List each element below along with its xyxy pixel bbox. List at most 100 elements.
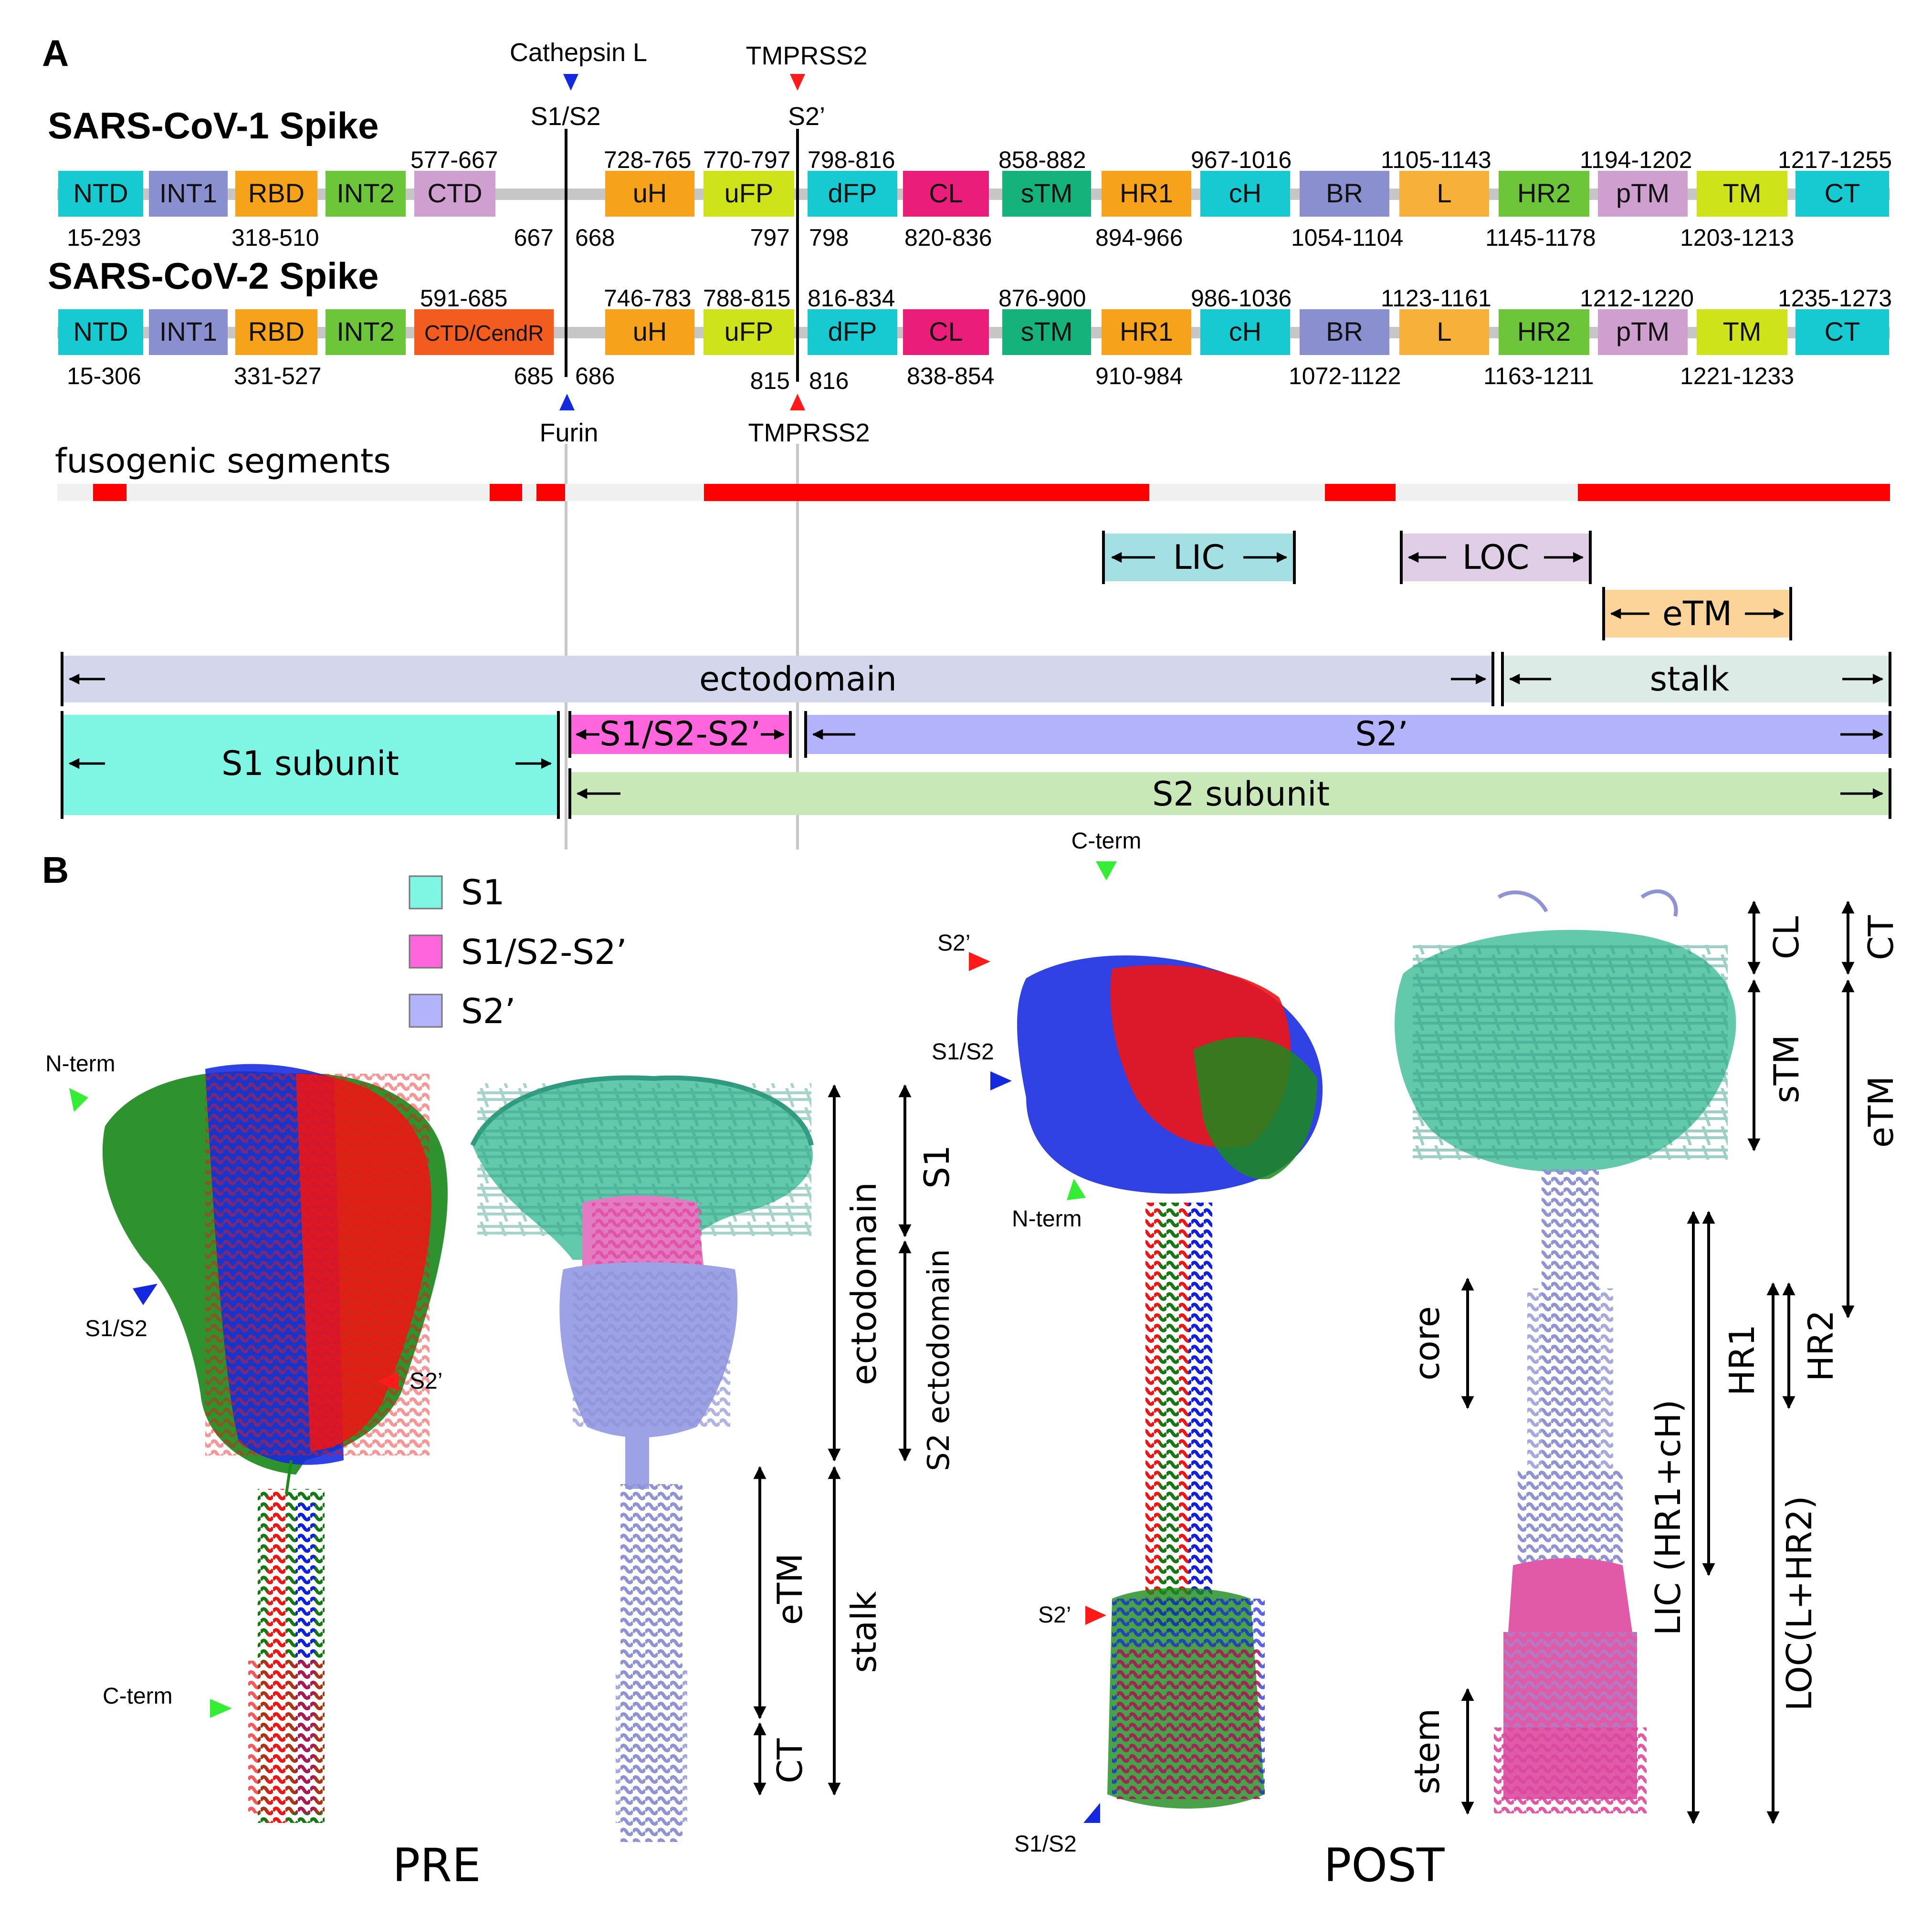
sars1-range-tm: 1203-1213 <box>1680 224 1794 251</box>
legend-s1-label: S1 <box>461 872 505 912</box>
legend-s2prime-label: S2’ <box>461 991 515 1031</box>
sars2-domain-label: INT2 <box>336 316 394 346</box>
sars1-domain-label: pTM <box>1616 178 1670 208</box>
sars1-range-hr2: 1145-1178 <box>1485 224 1596 251</box>
sars1-domain-ct <box>1796 171 1889 217</box>
ectodomain-label: ectodomain <box>699 659 897 699</box>
sars1-range-br: 1054-1104 <box>1291 224 1403 251</box>
s1s2-s2prime-span <box>570 715 790 754</box>
sars2-domain-label: cH <box>1229 316 1261 346</box>
s1s2-s2prime-label: S1/S2-S2’ <box>599 714 761 754</box>
loc-label: LOC <box>1462 538 1529 577</box>
lic-label: LIC <box>1173 538 1225 577</box>
post-nterm-label: N-term <box>1012 1206 1082 1232</box>
tmprss2-top-label: TMPRSS2 <box>746 42 867 70</box>
sars2-domain-label: dFP <box>828 316 877 346</box>
post-s1s2-top-label: S1/S2 <box>932 1039 994 1065</box>
sars2-domain-label: CTD/CendR <box>424 321 544 345</box>
sars2-domain-label: pTM <box>1616 316 1670 346</box>
s2-subunit-label: S2 subunit <box>1152 775 1330 814</box>
fusogenic-segment <box>1578 484 1890 501</box>
furin-arrowhead-icon <box>559 394 575 410</box>
panel-label-a: A <box>42 32 69 74</box>
sars2-domain-dfp <box>808 309 897 355</box>
sars1-domain-label: INT2 <box>336 178 394 208</box>
fusogenic-label: fusogenic segments <box>55 441 391 481</box>
fusogenic-segment <box>490 484 522 501</box>
sars1-range-ptm: 1194-1202 <box>1580 147 1692 173</box>
sars2-domain-br <box>1300 309 1389 355</box>
s2prime-site-label: S2’ <box>788 102 825 131</box>
post-caption: POST <box>1323 1839 1444 1892</box>
pre-stalk-label: stalk <box>844 1591 884 1673</box>
sars1-domain-l <box>1399 171 1489 217</box>
legend-s1s2-label: S1/S2-S2’ <box>461 932 627 972</box>
sars2-domain-ct <box>1796 309 1889 355</box>
sars2-domain-ch <box>1200 309 1290 355</box>
post-etm-label: eTM <box>1861 1076 1901 1148</box>
sars2-domain-label: TM <box>1723 316 1762 346</box>
sars2-domain-label: CT <box>1825 316 1860 346</box>
sars1-cut-left: 667 <box>514 224 554 251</box>
s2-subunit-span <box>570 772 1890 815</box>
sars2-domain-label: BR <box>1326 316 1363 346</box>
pre-caption: PRE <box>392 1839 481 1892</box>
sars1-domain-label: HR2 <box>1517 178 1571 208</box>
sars2-domain-ntd <box>58 309 143 355</box>
sars2-title: SARS-CoV-2 Spike <box>48 255 379 297</box>
post-stm-label: sTM <box>1766 1035 1806 1103</box>
sars1-domain-tm <box>1697 171 1787 217</box>
cathepsin-label: Cathepsin L <box>510 38 647 67</box>
sars1-cut-right: 668 <box>575 224 615 251</box>
sars2-domain-ptm <box>1598 309 1688 355</box>
sars1-range-ctd: 577-667 <box>410 147 498 173</box>
sars2-cut-right: 686 <box>575 363 615 389</box>
fusogenic-segment <box>1325 484 1396 501</box>
sars2-domain-ufp <box>704 309 794 355</box>
pre-structure-subunits <box>470 1075 814 1842</box>
sars1-cut2-right: 798 <box>809 224 849 251</box>
post-s2prime-top-label: S2’ <box>937 931 970 956</box>
s1-subunit-label: S1 subunit <box>221 744 399 783</box>
sars2-range-uh: 746-783 <box>604 285 692 312</box>
sars2-range-dfp: 816-834 <box>808 285 895 312</box>
post-lic-label: LIC (HR1+cH) <box>1648 1400 1688 1636</box>
sars2-domain-int1 <box>149 309 228 355</box>
post-core-label: core <box>1407 1306 1447 1381</box>
sars2-domain-stm <box>1002 309 1091 355</box>
ectodomain-span <box>62 656 1493 702</box>
sars1-domain-label: sTM <box>1021 178 1073 208</box>
post-s2prime-top-arrowhead-icon <box>969 952 990 971</box>
sars2-domain-label: L <box>1437 316 1451 346</box>
post-cterm-arrowhead-icon <box>1096 861 1117 880</box>
sars1-range-dfp: 798-816 <box>808 147 895 173</box>
fusogenic-segment <box>93 484 126 501</box>
sars1-domain-dfp <box>808 171 897 217</box>
sars1-domain-int2 <box>326 171 406 217</box>
sars2-range-tm: 1221-1233 <box>1680 363 1794 389</box>
sars1-range-ct: 1217-1255 <box>1778 147 1892 173</box>
post-stem-label: stem <box>1407 1708 1447 1794</box>
sars2-range-stm: 876-900 <box>998 285 1086 312</box>
sars1-domain-label: cH <box>1229 178 1261 208</box>
pre-ectodomain-label: ectodomain <box>844 1182 884 1385</box>
sars1-range-rbd: 318-510 <box>231 224 319 251</box>
sars2-domain-tm <box>1697 309 1787 355</box>
pre-ct-label: CT <box>770 1738 810 1783</box>
sars1-range-l: 1105-1143 <box>1381 147 1491 173</box>
tmprss2-top-arrowhead-icon <box>790 74 805 91</box>
pre-etm-label: eTM <box>770 1553 810 1625</box>
post-structure-chains <box>1017 955 1323 1809</box>
pre-s2prime-arrowhead-icon <box>377 1372 399 1391</box>
sars2-domain-label: uH <box>633 316 667 346</box>
sars1-domain-label: CT <box>1825 178 1860 208</box>
post-hr1-label: HR1 <box>1722 1324 1762 1396</box>
sars2-domain-label: HR2 <box>1517 316 1571 346</box>
pre-nterm-arrowhead-icon <box>69 1088 88 1112</box>
s2prime-label: S2’ <box>1355 714 1408 754</box>
pre-s1s2-label: S1/S2 <box>85 1316 147 1341</box>
sars2-domain-cl <box>903 309 989 355</box>
sars1-domain-label: TM <box>1723 178 1762 208</box>
pre-cterm-arrowhead-icon <box>210 1699 232 1718</box>
sars1-range-cl: 820-836 <box>904 224 992 251</box>
